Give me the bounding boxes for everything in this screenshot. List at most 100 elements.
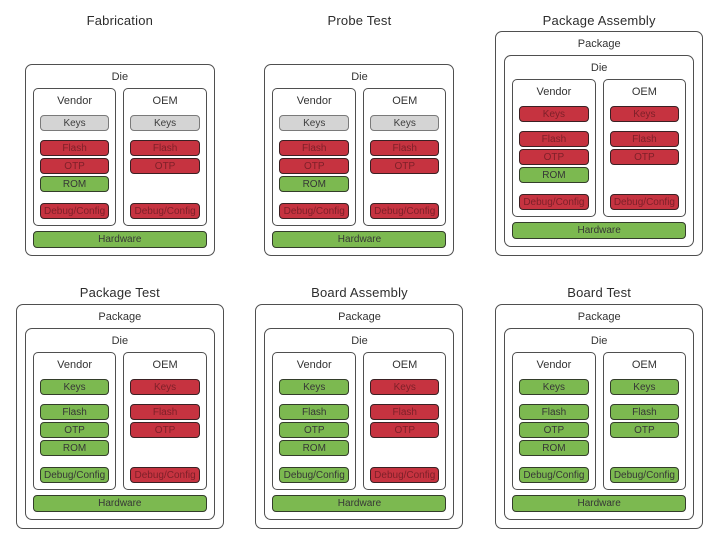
memory-slot: Flash OTP — [130, 404, 200, 460]
otp-box: OTP — [519, 422, 589, 438]
debug-slot: Debug/Config — [279, 467, 349, 483]
party-label: Vendor — [57, 359, 93, 371]
flash-box: Flash — [279, 404, 349, 420]
memory-slot: Flash OTP — [609, 404, 680, 460]
hardware-bar: Hardware — [512, 495, 687, 512]
hardware-bar: Hardware — [272, 495, 447, 512]
debug-config-box: Debug/Config — [39, 467, 110, 483]
keys-box: Keys — [39, 379, 110, 395]
memory-slot: Flash OTP — [369, 140, 440, 196]
die-columns: Vendor Keys Flash OTP ROM Debug/Config OEM… — [512, 352, 687, 490]
stage-title: Board Test — [567, 285, 632, 300]
memory-slot: Flash OTP ROM — [519, 404, 589, 460]
debug-config-box: Debug/Config — [279, 203, 349, 219]
keys-slot: Keys — [369, 115, 440, 131]
debug-slot: Debug/Config — [39, 467, 110, 483]
oem-box: OEM Keys Flash OTP Debug/Config — [123, 88, 207, 226]
otp-box: OTP — [369, 158, 440, 174]
keys-slot: Keys — [130, 379, 200, 395]
memory-slot: Flash OTP ROM — [279, 140, 349, 196]
stage-content: Package Die Vendor Keys Flash OTP ROM Debu… — [495, 31, 704, 256]
stage-content: Package Die Vendor Keys Flash OTP ROM Debu… — [495, 304, 704, 529]
debug-slot: Debug/Config — [519, 467, 589, 483]
flash-box: Flash — [279, 140, 349, 156]
package-label: Package — [98, 311, 142, 323]
stage-content: Die Vendor Keys Flash OTP ROM Debug/Config… — [24, 64, 215, 256]
party-label: Vendor — [536, 359, 572, 371]
package-box: Die Vendor Keys Flash OTP ROM Debug/Config… — [264, 64, 455, 256]
package-box: Package Die Vendor Keys Flash OTP ROM Debu… — [495, 31, 704, 256]
die-label: Die — [111, 71, 129, 83]
hardware-bar: Hardware — [272, 231, 447, 248]
keys-slot: Keys — [369, 379, 440, 395]
stage-content: Package Die Vendor Keys Flash OTP ROM Debu… — [15, 304, 224, 529]
keys-slot: Keys — [609, 379, 680, 395]
otp-box: OTP — [39, 422, 110, 438]
die-box: Die Vendor Keys Flash OTP ROM Debug/Config… — [264, 328, 455, 520]
debug-config-box: Debug/Config — [130, 467, 200, 483]
stage-title: Probe Test — [327, 13, 392, 28]
die-box: Die Vendor Keys Flash OTP ROM Debug/Config… — [264, 64, 455, 256]
otp-box: OTP — [130, 158, 200, 174]
oem-box: OEM Keys Flash OTP Debug/Config — [602, 352, 687, 490]
package-box: Package Die Vendor Keys Flash OTP ROM Debu… — [15, 304, 224, 529]
otp-box: OTP — [609, 422, 680, 438]
memory-slot: Flash OTP — [369, 404, 440, 460]
flash-box: Flash — [369, 404, 440, 420]
keys-box: Keys — [609, 379, 680, 395]
oem-box: OEM Keys Flash OTP Debug/Config — [362, 352, 447, 490]
debug-slot: Debug/Config — [519, 194, 589, 210]
rom-box: ROM — [39, 440, 110, 456]
rom-box: ROM — [519, 167, 589, 183]
debug-config-box: Debug/Config — [609, 194, 680, 210]
flash-box: Flash — [609, 131, 680, 147]
party-label: OEM — [152, 95, 178, 107]
memory-slot: Flash OTP ROM — [39, 140, 110, 196]
stage-title: Fabrication — [86, 13, 154, 28]
flash-box: Flash — [39, 140, 110, 156]
die-label: Die — [590, 335, 608, 347]
stage-card: Probe Test Die Vendor Keys Flash OTP ROM D… — [240, 0, 480, 272]
keys-box: Keys — [369, 115, 440, 131]
debug-slot: Debug/Config — [130, 203, 200, 219]
oem-box: OEM Keys Flash OTP Debug/Config — [362, 88, 447, 226]
package-box: Die Vendor Keys Flash OTP ROM Debug/Config… — [24, 64, 215, 256]
stage-content: Die Vendor Keys Flash OTP ROM Debug/Config… — [264, 64, 455, 256]
otp-box: OTP — [519, 149, 589, 165]
party-label: Vendor — [536, 86, 572, 98]
flash-box: Flash — [369, 140, 440, 156]
die-label: Die — [351, 71, 368, 83]
die-columns: Vendor Keys Flash OTP ROM Debug/Config OEM… — [272, 352, 447, 490]
package-label: Package — [338, 311, 381, 323]
stage-card: Package Assembly Package Die Vendor Keys… — [479, 0, 719, 272]
memory-slot: Flash OTP ROM — [279, 404, 349, 460]
debug-slot: Debug/Config — [279, 203, 349, 219]
die-columns: Vendor Keys Flash OTP ROM Debug/Config OEM… — [272, 88, 447, 226]
otp-box: OTP — [39, 158, 110, 174]
vendor-box: Vendor Keys Flash OTP ROM Debug/Config — [32, 88, 117, 226]
keys-box: Keys — [519, 379, 589, 395]
debug-config-box: Debug/Config — [369, 203, 440, 219]
vendor-box: Vendor Keys Flash OTP ROM Debug/Config — [512, 352, 596, 490]
debug-config-box: Debug/Config — [130, 203, 200, 219]
rom-box: ROM — [279, 176, 349, 192]
package-label: Package — [577, 311, 621, 323]
keys-box: Keys — [130, 379, 200, 395]
debug-slot: Debug/Config — [609, 194, 680, 210]
rom-box: ROM — [279, 440, 349, 456]
otp-box: OTP — [130, 422, 200, 438]
die-label: Die — [590, 62, 608, 74]
stage-card: Fabrication Die Vendor Keys Flash OTP ROM … — [0, 0, 240, 272]
keys-slot: Keys — [279, 379, 349, 395]
die-box: Die Vendor Keys Flash OTP ROM Debug/Config… — [24, 328, 215, 520]
keys-box: Keys — [609, 106, 680, 122]
party-label: OEM — [392, 95, 418, 107]
debug-config-box: Debug/Config — [519, 467, 589, 483]
stage-content: Package Die Vendor Keys Flash OTP ROM Debu… — [255, 304, 464, 529]
otp-box: OTP — [369, 422, 440, 438]
otp-box: OTP — [279, 422, 349, 438]
party-label: Vendor — [57, 95, 93, 107]
debug-config-box: Debug/Config — [609, 467, 680, 483]
stage-card: Board Test Package Die Vendor Keys Flash… — [479, 272, 719, 545]
